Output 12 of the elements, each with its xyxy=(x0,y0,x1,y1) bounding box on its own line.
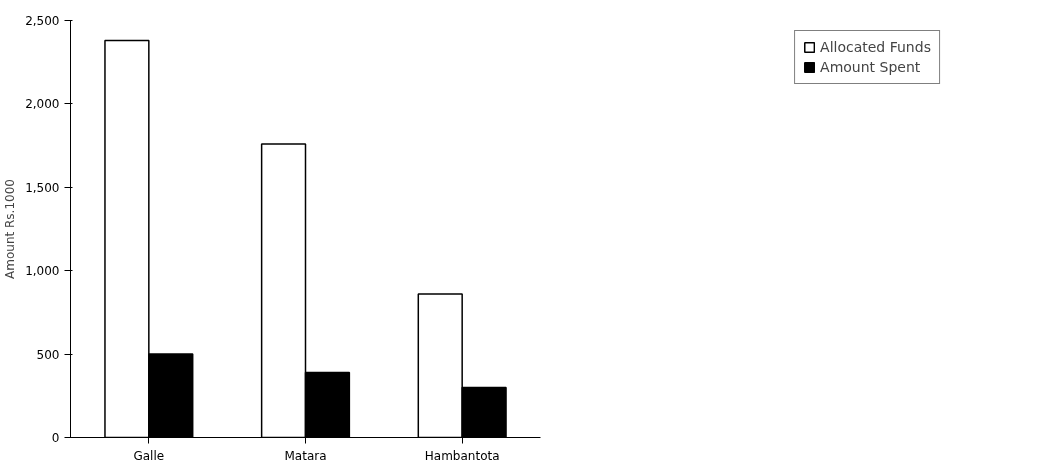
y-tick-label: 500 xyxy=(36,347,60,362)
x-tick-label: Hambantota xyxy=(424,448,500,463)
y-tick-label: 1,000 xyxy=(25,264,60,279)
legend-label: Amount Spent xyxy=(820,59,921,75)
y-axis-title: Amount Rs.1000 xyxy=(3,179,18,279)
x-tick-label: Galle xyxy=(133,448,165,463)
y-tick-label: 2,000 xyxy=(25,97,60,112)
y-tick-label: 1,500 xyxy=(25,180,60,195)
legend-label: Allocated Funds xyxy=(820,39,931,55)
y-tick-label: 2,500 xyxy=(25,14,60,28)
y-tick-label: 0 xyxy=(51,431,60,445)
x-tick-label: Matara xyxy=(284,448,327,463)
